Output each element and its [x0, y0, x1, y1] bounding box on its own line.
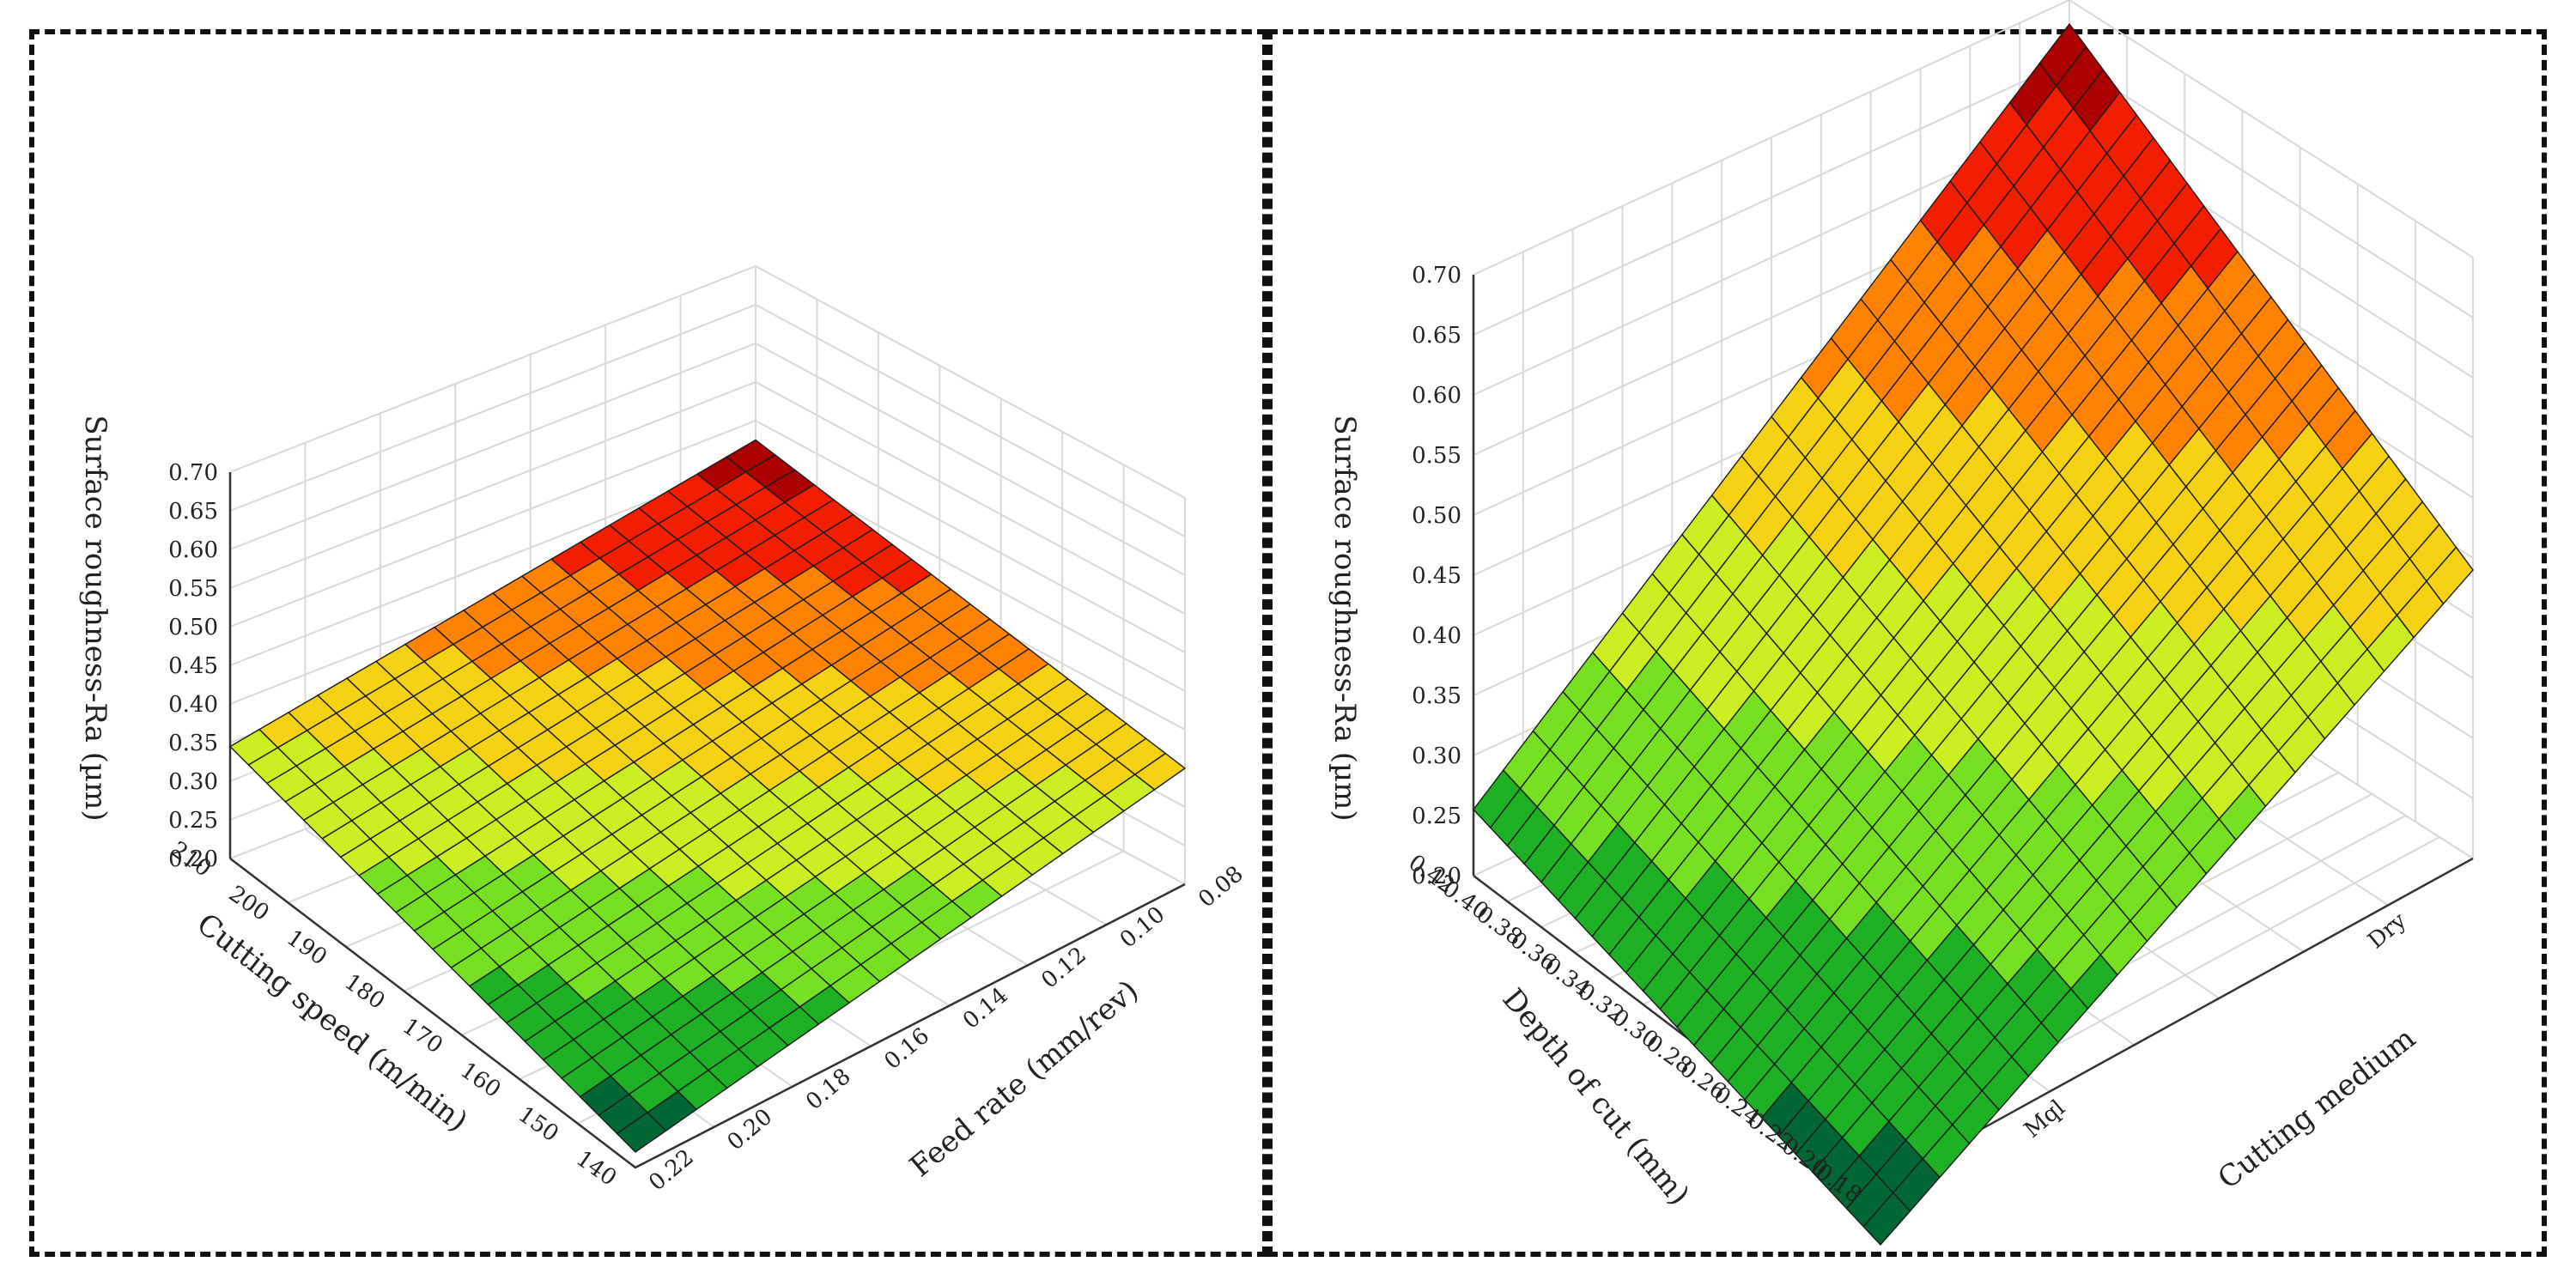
chart-depth-of-cut-cutting-medium: 0.20 0.25 0.30 0.35 0.40 0.45 0.50 0.55 0.60 0.65… [1327, 0, 2474, 1247]
x-tick-label: 210 [166, 837, 216, 883]
z-axis-label: Surface roughness-Ra (µm) [78, 415, 112, 821]
surface-cell [616, 1112, 667, 1153]
z-tick-label: 0.70 [1412, 263, 1461, 288]
z-tick-label: 0.50 [168, 615, 218, 640]
y-tick-label: 0.14 [958, 983, 1013, 1034]
z-tick-label: 0.60 [168, 537, 218, 563]
y-tick-label: 0.18 [801, 1064, 856, 1115]
z-tick-label: 0.30 [168, 769, 218, 795]
x-tick-label: 200 [224, 881, 274, 926]
z-tick-label: 0.20 [168, 846, 218, 872]
z-tick-label: 0.65 [1412, 323, 1461, 349]
right-chart-panel [1267, 29, 2547, 1257]
z-tick-label: 0.50 [1412, 503, 1461, 529]
z-tick-label: 0.60 [1412, 383, 1461, 409]
y-tick-label: 0.16 [880, 1023, 935, 1075]
y-tick-label: Mql [2020, 1095, 2070, 1144]
y-tick-label: 0.10 [1115, 901, 1170, 953]
z-tick-label: 0.65 [168, 499, 218, 525]
y-tick-label: 0.20 [723, 1104, 778, 1156]
x-tick-label: 160 [455, 1058, 505, 1103]
z-tick-label: 0.30 [1412, 743, 1461, 769]
x-axis-label: Depth of cut (mm) [1496, 982, 1697, 1212]
x-tick-label: 180 [340, 969, 390, 1015]
z-tick-label: 0.40 [1412, 623, 1461, 649]
y-axis-label: Feed rate (mm/rev) [903, 974, 1145, 1184]
z-tick-label: 0.25 [168, 808, 218, 834]
z-tick-label: 0.20 [1412, 864, 1461, 889]
y-tick-label: 0.12 [1036, 942, 1091, 993]
z-tick-label: 0.35 [1412, 683, 1461, 709]
z-tick-label: 0.40 [168, 692, 218, 718]
left-chart-panel [29, 29, 1267, 1257]
y-tick-label: 0.08 [1194, 861, 1249, 913]
z-tick-label: 0.35 [168, 731, 218, 756]
z-tick-label: 0.45 [1412, 563, 1461, 589]
z-tick-label: 0.25 [1412, 804, 1461, 829]
y-axis-label: Cutting medium [2212, 1021, 2422, 1196]
x-tick-label: 170 [398, 1013, 447, 1059]
x-tick-label: 150 [513, 1101, 563, 1147]
x-tick-label: 140 [571, 1146, 621, 1192]
y-tick-label: 0.22 [644, 1144, 699, 1196]
z-axis-label: Surface roughness-Ra (µm) [1327, 415, 1362, 821]
z-tick-label: 0.55 [1412, 443, 1461, 469]
z-gridline [229, 264, 1186, 499]
z-tick-label: 0.45 [168, 653, 218, 679]
floor-edge [229, 858, 1186, 1169]
x-tick-label: 190 [282, 925, 331, 971]
surface-cell [1862, 1192, 1911, 1247]
z-tick-label: 0.55 [168, 576, 218, 602]
z-tick-label: 0.70 [168, 460, 218, 486]
chart-cutting-speed-feed-rate: 0.20 0.25 0.30 0.35 0.40 0.45 0.50 0.55 0.60 0.65… [78, 264, 1249, 1196]
